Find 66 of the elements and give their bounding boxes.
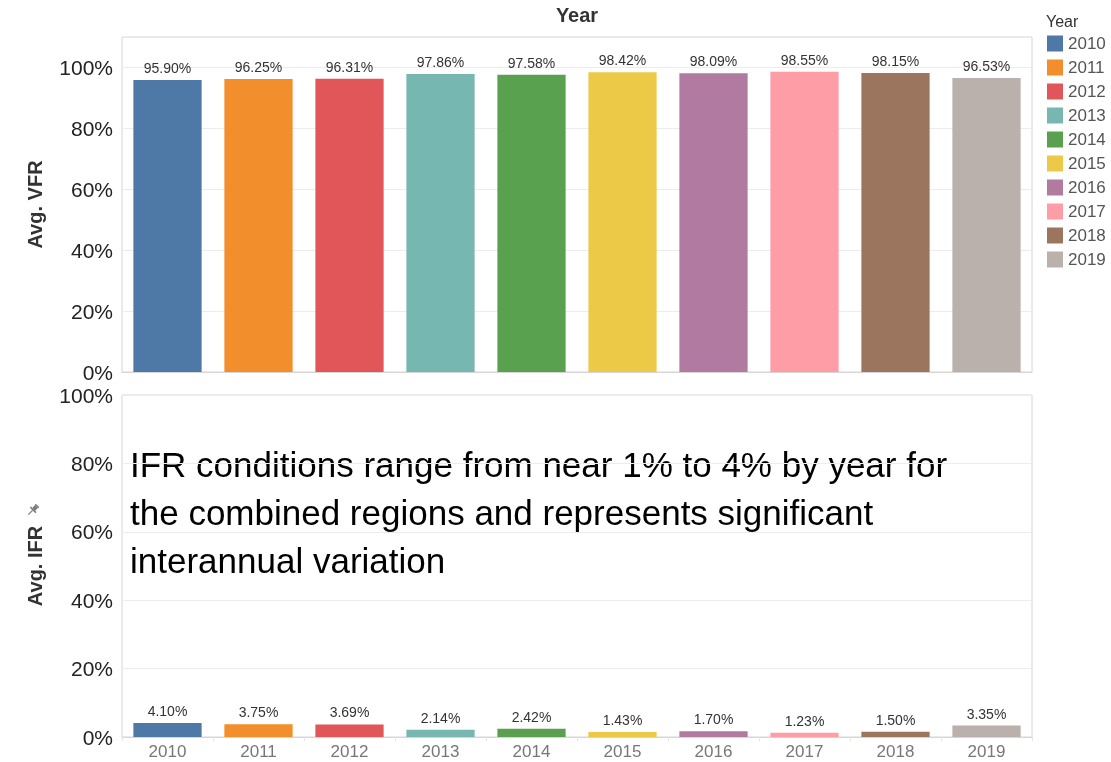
x-tick-label: 2016: [694, 742, 733, 761]
legend-label: 2014: [1068, 130, 1106, 149]
x-tick-label: 2013: [421, 742, 460, 761]
data-label: 98.55%: [780, 51, 829, 68]
data-label: 2.14%: [420, 709, 461, 726]
bar: [315, 724, 384, 737]
x-tick-label: 2010: [148, 742, 187, 761]
data-label: 1.70%: [693, 711, 734, 728]
data-label: 3.69%: [329, 704, 370, 721]
data-label: 1.43%: [602, 712, 643, 729]
bar: [770, 732, 839, 737]
legend-label: 2010: [1068, 34, 1106, 53]
data-label: 98.09%: [689, 53, 738, 70]
y-tick-label: 60%: [70, 520, 113, 544]
bar: [133, 722, 202, 737]
y-tick-label: 20%: [70, 299, 113, 323]
data-label: 96.53%: [962, 58, 1011, 75]
data-label: 98.15%: [871, 53, 920, 70]
y-tick-label: 60%: [70, 177, 113, 201]
data-label: 96.25%: [234, 58, 283, 75]
y-tick-label: 100%: [59, 55, 113, 79]
x-tick-label: 2011: [240, 742, 277, 761]
data-label: 96.31%: [325, 58, 374, 75]
data-label: 2.42%: [511, 708, 552, 725]
data-label: 4.10%: [147, 702, 188, 719]
bar: [952, 725, 1021, 737]
legend-label: 2015: [1068, 154, 1106, 173]
data-label: 1.50%: [875, 711, 916, 728]
x-tick-label: 2019: [967, 742, 1006, 761]
legend-title: Year: [1046, 12, 1079, 30]
y-axis-title: Avg. IFR: [24, 525, 46, 607]
data-label: 95.90%: [143, 59, 192, 76]
x-tick-label: 2018: [876, 742, 915, 761]
x-tick-label: 2012: [330, 742, 369, 761]
y-tick-label: 80%: [70, 451, 113, 475]
y-tick-label: 0%: [82, 360, 113, 384]
bar: [679, 731, 748, 737]
y-tick-label: 40%: [70, 588, 113, 612]
data-label: 97.58%: [507, 54, 556, 71]
y-axis-title: Avg. VFR: [24, 159, 46, 249]
x-tick-label: 2015: [603, 742, 642, 761]
x-axis-title: Year: [555, 4, 599, 26]
legend-label: 2019: [1068, 250, 1106, 269]
x-tick-label: 2014: [512, 742, 551, 761]
y-tick-label: 40%: [70, 238, 113, 262]
legend-label: 2011: [1068, 58, 1105, 77]
data-label: 1.23%: [784, 712, 825, 729]
y-tick-label: 100%: [59, 383, 113, 407]
y-tick-label: 20%: [70, 657, 113, 681]
y-tick-label: 0%: [82, 725, 113, 749]
bar: [497, 728, 566, 737]
y-tick-label: 80%: [70, 116, 113, 140]
bar: [406, 729, 475, 737]
bar: [861, 731, 930, 737]
bar: [588, 732, 657, 737]
data-label: 3.35%: [966, 705, 1007, 722]
data-label: 98.42%: [598, 52, 647, 69]
legend-label: 2016: [1068, 178, 1106, 197]
legend-label: 2018: [1068, 226, 1106, 245]
data-label: 97.86%: [416, 53, 465, 70]
legend-label: 2012: [1068, 82, 1106, 101]
data-label: 3.75%: [238, 704, 279, 721]
legend-label: 2013: [1068, 106, 1106, 125]
legend-label: 2017: [1068, 202, 1106, 221]
x-tick-label: 2017: [785, 742, 824, 761]
bar: [224, 724, 293, 737]
